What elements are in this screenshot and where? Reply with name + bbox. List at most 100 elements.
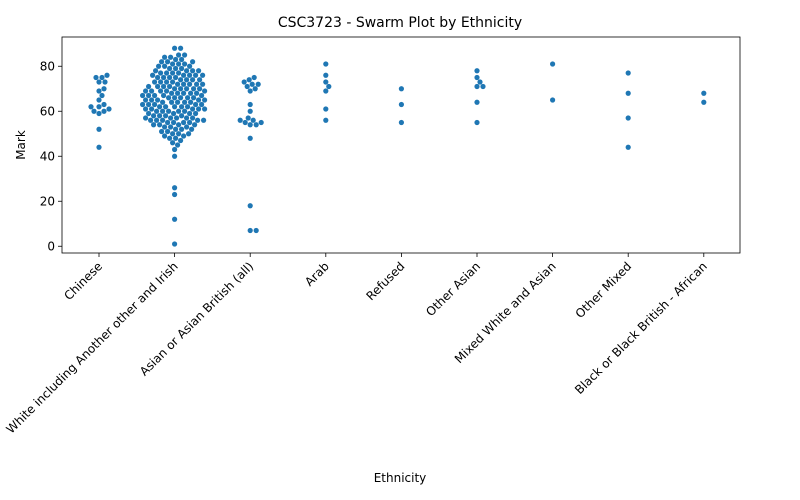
swarm-point [197,77,203,83]
swarm-point [161,83,167,90]
swarm-point [176,61,182,67]
swarm-point [162,54,168,60]
swarm-point [247,135,253,141]
swarm-point [160,99,166,105]
swarm-point [247,227,253,234]
swarm-point [244,83,250,90]
x-tick-label: Arab [302,259,332,289]
swarm-point [398,101,404,108]
swarm-point [149,97,155,103]
swarm-point [152,101,158,108]
swarm-point [178,45,184,51]
swarm-point [237,117,243,123]
swarm-point [152,92,158,99]
swarm-point [148,117,154,123]
swarm-point [153,68,159,74]
swarm-point [242,119,248,126]
swarm-point [398,86,404,92]
swarm-point [157,113,163,119]
swarm-point [154,117,160,123]
swarm-point [143,106,149,112]
swarm-point [168,124,174,130]
swarm-point [96,97,102,103]
swarm-point [189,126,195,132]
swarm-point [190,115,196,121]
swarm-point [172,185,178,191]
swarm-point [176,122,182,128]
swarm-point [172,45,178,51]
x-tick-label: Chinese [61,259,105,303]
swarm-point [550,97,556,103]
swarm-point [181,119,187,126]
swarm-point [190,68,196,74]
swarm-point [88,104,94,110]
swarm-point [175,142,181,148]
swarm-point [187,119,193,126]
x-axis-label: Ethnicity [374,471,427,485]
swarm-point [625,90,631,96]
swarm-point [187,110,193,117]
swarm-point [171,119,177,126]
y-tick-label: 0 [47,239,55,253]
swarm-point [170,79,176,85]
swarm-point [166,108,172,114]
swarm-point [178,137,184,144]
swarm-point [149,106,155,112]
swarm-point [196,68,202,74]
swarm-point [172,191,178,198]
swarm-point [249,81,255,87]
swarm-point [184,115,190,121]
swarm-point [174,115,180,121]
swarm-point [151,122,157,128]
swarm-point [156,63,162,69]
y-tick-label: 80 [40,59,55,73]
swarm-point [96,110,102,117]
swarm-point [199,92,205,99]
swarm-point [166,95,172,101]
swarm-point [102,79,108,85]
swarm-point [167,135,173,141]
swarm-point [197,86,203,92]
plot-area [88,45,707,247]
swarm-point [170,70,176,76]
swarm-point [181,81,187,87]
swarm-point [96,88,102,94]
swarm-point [247,122,253,128]
swarm-point [165,119,171,126]
swarm-point [179,56,185,63]
swarm-point [158,79,164,85]
swarm-point [190,106,196,112]
swarm-point [246,77,252,83]
y-tick-label: 20 [40,194,55,208]
swarm-point [625,70,631,76]
swarm-point [99,74,105,81]
swarm-point [173,56,179,63]
swarm-point [175,90,181,96]
swarm-point [96,144,102,150]
y-tick-label: 60 [40,104,55,118]
swarm-point [178,95,184,101]
swarm-point [193,110,199,117]
swarm-point [398,119,404,126]
swarm-point [701,90,707,96]
swarm-point [245,115,251,121]
swarm-point [169,90,175,96]
swarm-point [161,92,167,99]
swarm-point [170,131,176,137]
swarm-point [247,88,253,94]
swarm-point [158,70,164,76]
swarm-point [196,106,202,112]
swarm-point [164,70,170,76]
swarm-point [176,52,182,58]
swarm-point [191,95,197,101]
swarm-point [191,86,197,92]
swarm-point [157,104,163,110]
swarm-point [163,113,169,119]
x-tick-label: Other Asian [423,259,483,319]
swarm-point [701,99,707,105]
swarm-point [323,79,329,85]
swarm-point [146,101,152,108]
swarm-point [160,108,166,114]
swarm-point [101,108,107,114]
y-tick-label: 40 [40,149,55,163]
